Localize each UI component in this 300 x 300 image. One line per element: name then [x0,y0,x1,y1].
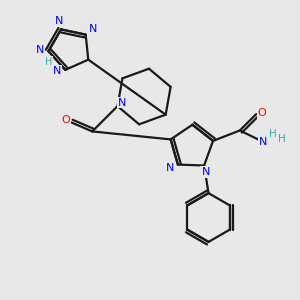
Text: N: N [89,24,97,34]
Text: N: N [56,16,64,26]
Text: N: N [165,163,174,172]
Text: H: H [278,134,285,144]
Text: N: N [201,167,210,177]
Text: N: N [36,45,44,55]
Text: O: O [258,108,266,118]
Text: N: N [118,98,126,108]
Text: N: N [259,137,267,147]
Text: H: H [45,57,52,67]
Text: O: O [62,115,70,124]
Text: H: H [268,129,276,139]
Text: N: N [53,66,61,76]
